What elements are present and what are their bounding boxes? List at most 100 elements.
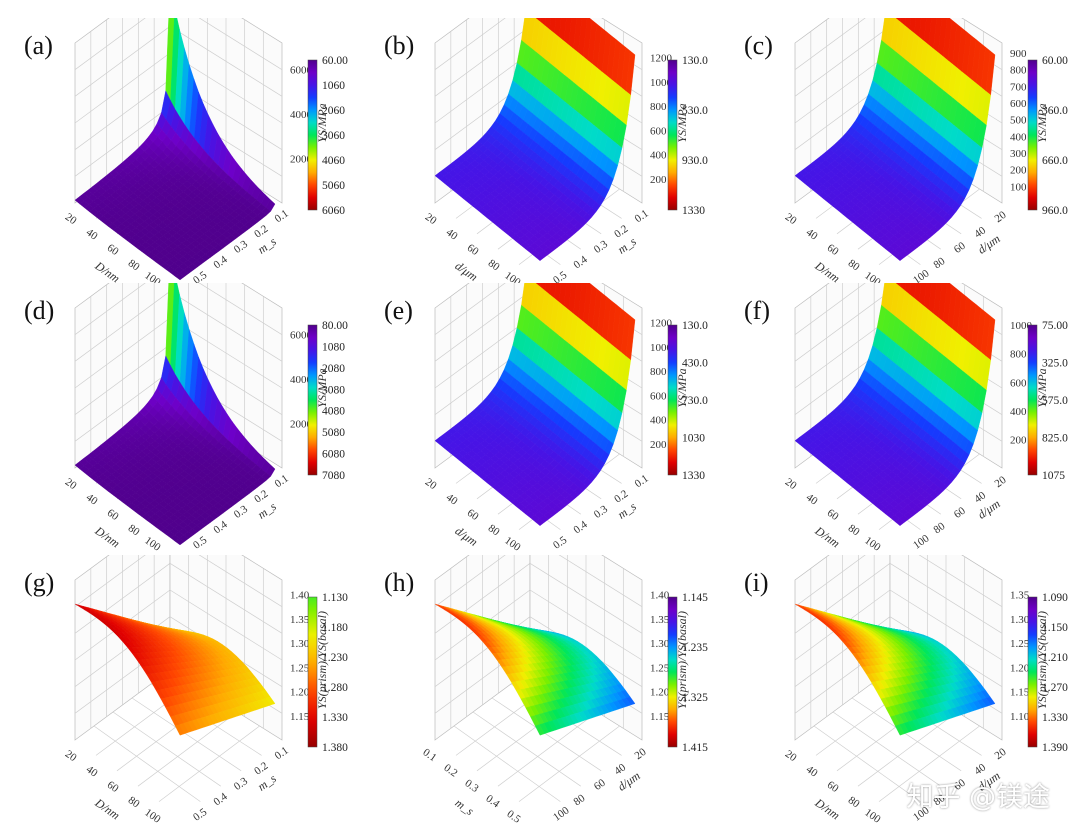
surface-f [794,283,996,526]
colorbar-tick: 1.210 [1042,652,1068,664]
chart-panel-h: (h) 1.15 1.20 1.25 1.30 1.35 1.40 YS(prism)/YS(… [360,555,720,833]
x-tick: 20 [423,476,439,492]
colorbar-tick: 1.280 [322,682,348,694]
z-tick: 1.25 [1010,638,1030,650]
colorbar-tick: 6060 [322,205,345,217]
y-tick: 0.4 [211,253,230,271]
chart-svg-e: (e) 200 400 600 800 1000 1200 YS/MPa 20 40 60 80100… [384,283,708,554]
x-tick: 60 [105,242,121,258]
colorbar-tick: 80.00 [322,320,348,332]
z-tick: 700 [1010,81,1027,93]
z-tick: 400 [1010,406,1027,418]
x-tick: 20 [783,748,799,764]
colorbar-tick: 1330 [682,470,705,482]
colorbar-tick: 325.0 [1042,358,1068,370]
x-tick: 60 [825,779,841,795]
x-tick: 80 [486,257,502,273]
chart-panel-i: (i) 1.10 1.15 1.20 1.25 1.30 1.35 YS(prism)/YS(… [720,555,1080,833]
colorbar-tick: 60.00 [322,55,348,67]
colorbar-tick: 1075 [1042,470,1065,482]
y-tick: 20 [993,474,1009,490]
colorbar-tick: 1.330 [1042,712,1068,724]
colorbar-tick: 4080 [322,406,345,418]
x-tick: 40 [804,226,820,242]
z-tick: 1.35 [290,614,310,626]
z-tick: 200 [1010,434,1027,446]
x-tick: 20 [423,211,439,227]
z-tick: 1.35 [1010,590,1030,602]
z-tick: 400 [650,150,667,162]
colorbar-f [1027,324,1038,476]
y-tick: 0.4 [211,790,230,808]
z-tick: 600 [650,390,667,402]
y-tick: 0.3 [232,775,251,793]
colorbar-tick: 1.130 [322,592,348,604]
z-tick: 400 [1010,131,1027,143]
colorbar-tick: 1.090 [1042,592,1068,604]
z-axis-label: YS/MPa [315,103,329,142]
colorbar-tick: 1.235 [682,642,708,654]
z-tick: 800 [1010,65,1027,77]
colorbar-tick: 360.0 [1042,105,1068,117]
z-tick: 1.30 [1010,614,1030,626]
z-tick: 800 [650,366,667,378]
y-tick: 60 [952,240,968,256]
colorbar-tick: 825.0 [1042,433,1068,445]
x-tick: 20 [63,748,79,764]
x-tick: 40 [84,226,100,242]
z-tick: 100 [1010,181,1027,193]
panel-label-c: (c) [744,31,773,60]
z-tick: 4000 [290,109,313,121]
colorbar-tick: 3080 [322,384,345,396]
y-tick: 0.1 [633,472,651,490]
y-tick: 100 [551,804,572,824]
y-tick: 80 [931,520,947,536]
chart-svg-h: (h) 1.15 1.20 1.25 1.30 1.35 1.40 YS(prism)/YS(… [384,555,708,826]
colorbar-tick: 930.0 [682,155,708,167]
z-tick: 600 [1010,377,1027,389]
surface-i [794,603,996,736]
z-tick: 6000 [290,65,313,77]
colorbar-tick: 430.0 [682,358,708,370]
y-tick: 0.1 [273,744,291,762]
panel-label-b: (b) [384,31,414,60]
z-tick: 200 [650,439,667,451]
y-tick: 60 [592,777,608,793]
colorbar-b [667,59,678,211]
colorbar-h [667,596,678,748]
x-axis-label: D/nm [92,523,123,551]
panel-label-i: (i) [744,568,769,597]
y-tick: 0.5 [191,806,210,824]
y-tick: 60 [952,505,968,521]
x-tick: 40 [444,226,460,242]
z-tick: 1.15 [1010,687,1030,699]
colorbar-tick: 960.0 [1042,205,1068,217]
z-tick: 600 [1010,98,1027,110]
y-tick: 0.5 [191,534,210,552]
z-tick: 2000 [290,154,313,166]
colorbar-tick: 660.0 [1042,155,1068,167]
panel-label-a: (a) [24,31,53,60]
z-tick: 1.40 [290,590,310,602]
x-axis-label: d/μm [453,524,481,549]
colorbar-tick: 730.0 [682,395,708,407]
z-tick: 1.15 [290,711,310,723]
colorbar-tick: 2060 [322,105,345,117]
panel-label-e: (e) [384,296,413,325]
x-tick: 40 [804,763,820,779]
panel-label-h: (h) [384,568,414,597]
z-tick: 200 [650,174,667,186]
z-tick: 200 [1010,165,1027,177]
z-tick: 1200 [650,53,673,65]
z-axis-label: YS/MPa [675,368,689,407]
x-tick: 0.2 [442,762,460,780]
x-tick: 0.1 [421,746,439,764]
colorbar-d [307,324,318,476]
panel-label-f: (f) [744,296,770,325]
y-tick: 20 [633,746,649,762]
chart-svg-i: (i) 1.10 1.15 1.20 1.25 1.30 1.35 YS(prism)/YS(… [744,555,1068,826]
x-tick: 100 [142,806,163,826]
colorbar-tick: 1030 [682,433,705,445]
x-tick: 40 [444,491,460,507]
x-tick: 20 [63,476,79,492]
